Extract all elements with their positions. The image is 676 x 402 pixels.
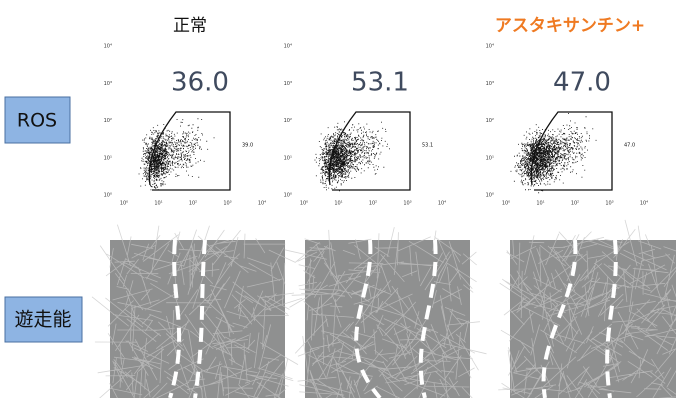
gate: [148, 111, 231, 191]
x-tick-label: 10³: [403, 201, 411, 207]
x-tick-label: 10¹: [334, 201, 342, 207]
cell-texture: [91, 224, 303, 402]
percent-value: 53.1: [351, 68, 409, 98]
x-tick-label: 10¹: [536, 201, 544, 207]
row-label-box: [4, 96, 71, 144]
column-header: アスタキサンチン+: [495, 16, 645, 36]
scatter-dots: [138, 118, 215, 191]
x-tick-label: 10⁴: [438, 201, 446, 207]
row-label: ROS: [17, 110, 57, 132]
x-tick-label: 10⁴: [258, 201, 266, 207]
wound-edge: [193, 239, 207, 399]
y-tick-label: 10²: [486, 118, 494, 124]
flow-plot: 10⁰ 10⁰ 10¹ 10¹ 10² 10² 10³ 10³ 10⁴ 10⁴ 39.0 36.0: [104, 44, 267, 207]
microscopy-image: [91, 224, 303, 402]
x-tick-label: 10⁴: [640, 201, 648, 207]
y-tick-label: 10¹: [104, 155, 112, 161]
flow-plot: 10⁰ 10⁰ 10¹ 10¹ 10² 10² 10³ 10³ 10⁴ 10⁴ 47.0 47.0: [486, 44, 649, 207]
column-header: 正常: [173, 16, 207, 36]
percent-value: 36.0: [171, 68, 229, 98]
x-tick-label: 10²: [571, 201, 579, 207]
x-tick-label: 10⁰: [120, 201, 128, 207]
y-tick-label: 10³: [284, 81, 292, 87]
gate-label: 53.1: [422, 143, 433, 149]
y-tick-label: 10²: [284, 118, 292, 124]
wound-edge: [354, 239, 382, 400]
gate: [328, 111, 411, 191]
wound-edge: [605, 239, 618, 399]
y-tick-label: 10⁰: [284, 193, 292, 199]
y-tick-label: 10⁴: [104, 44, 112, 50]
y-tick-label: 10⁴: [284, 44, 292, 50]
gate-label: 39.0: [242, 143, 253, 149]
y-tick-label: 10⁰: [104, 193, 112, 199]
wound-edge: [418, 239, 438, 399]
y-tick-label: 10⁴: [486, 44, 494, 50]
flow-plot: 10⁰ 10⁰ 10¹ 10¹ 10² 10² 10³ 10³ 10⁴ 10⁴ 53.1 53.1: [284, 44, 447, 207]
x-tick-label: 10¹: [154, 201, 162, 207]
y-tick-label: 10¹: [486, 155, 494, 161]
gate: [530, 111, 613, 191]
percent-value: 47.0: [553, 68, 611, 98]
row-label: 遊走能: [14, 309, 71, 331]
scatter-dots: [510, 113, 597, 194]
wound-edge: [541, 239, 578, 399]
y-tick-label: 10²: [104, 118, 112, 124]
x-tick-label: 10²: [189, 201, 197, 207]
scatter-dots: [314, 121, 390, 192]
y-tick-label: 10³: [486, 81, 494, 87]
microscopy-image: [284, 227, 487, 402]
wound-edge: [168, 239, 182, 399]
x-tick-label: 10²: [369, 201, 377, 207]
y-tick-label: 10⁰: [486, 193, 494, 199]
y-tick-label: 10¹: [284, 155, 292, 161]
x-tick-label: 10³: [223, 201, 231, 207]
x-tick-label: 10³: [605, 201, 613, 207]
x-tick-label: 10⁰: [300, 201, 308, 207]
cell-texture: [284, 227, 487, 402]
microscopy-image: [498, 219, 676, 402]
y-tick-label: 10³: [104, 81, 112, 87]
row-label-box: [4, 296, 83, 343]
gate-label: 47.0: [624, 143, 635, 149]
x-tick-label: 10⁰: [502, 201, 510, 207]
